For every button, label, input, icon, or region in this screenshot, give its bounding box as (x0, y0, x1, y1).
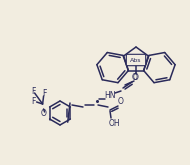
Text: F: F (31, 86, 36, 96)
Text: O: O (118, 98, 124, 106)
Text: F: F (42, 89, 47, 99)
Text: Abs: Abs (130, 57, 142, 63)
Text: OH: OH (108, 119, 120, 129)
Text: HN: HN (104, 92, 116, 100)
Text: O: O (133, 73, 139, 82)
FancyBboxPatch shape (126, 54, 146, 66)
Text: O: O (132, 73, 138, 82)
Text: O: O (41, 109, 47, 117)
Text: F: F (31, 97, 36, 105)
